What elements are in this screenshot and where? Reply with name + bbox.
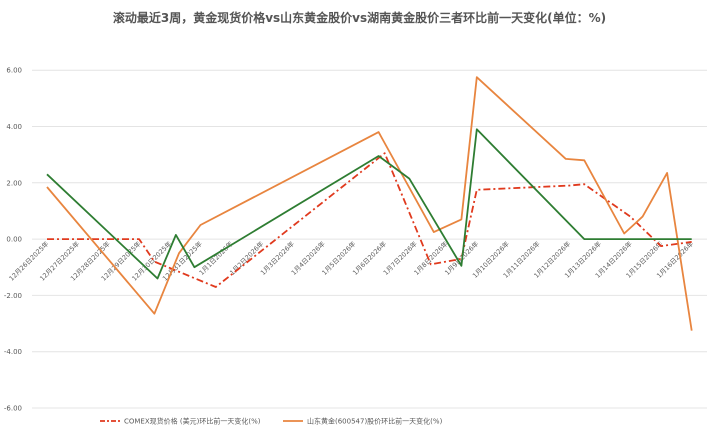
series-line-1	[47, 152, 692, 288]
y-tick-label: -6.00	[4, 405, 22, 413]
series-lines	[46, 76, 693, 331]
y-tick-label: 6.00	[6, 67, 22, 75]
y-tick-label: -2.00	[4, 292, 22, 300]
legend: COMEX现货价格 (美元)环比前一天变化(%) 山东黄金(600547)股价环比…	[100, 417, 443, 426]
series-line-3	[46, 128, 692, 280]
series-line-2	[46, 76, 693, 331]
legend-label: 山东黄金(600547)股价环比前一天变化(%)	[307, 417, 443, 426]
chart-title: 滚动最近3周，黄金现货价格vs山东黄金股价vs湖南黄金股价三者环比前一天变化(单…	[112, 11, 607, 25]
y-tick-label: 0.00	[6, 236, 22, 244]
legend-label: COMEX现货价格 (美元)环比前一天变化(%)	[124, 417, 261, 426]
y-tick-label: 2.00	[6, 179, 22, 187]
y-axis-ticks: 6.00 4.00 2.00 0.00 -2.00 -4.00 -6.00	[4, 67, 22, 413]
y-tick-label: 4.00	[6, 123, 22, 131]
y-tick-label: -4.00	[4, 348, 22, 356]
